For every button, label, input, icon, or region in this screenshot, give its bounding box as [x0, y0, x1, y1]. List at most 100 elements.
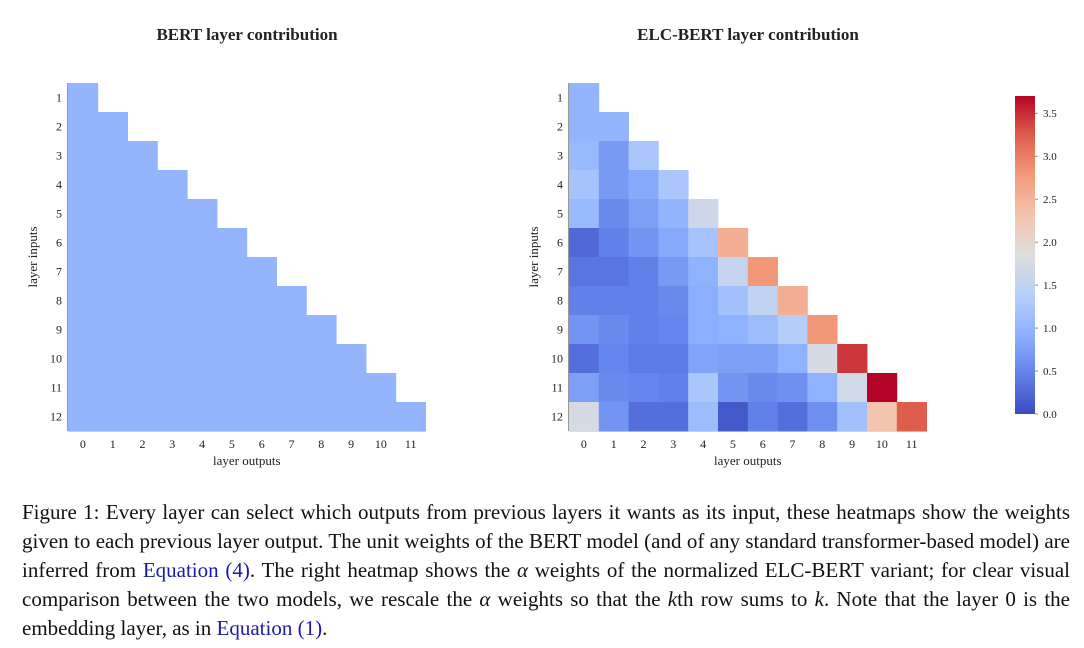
caption-text: . [322, 616, 328, 640]
heatmap-cell [628, 344, 659, 374]
heatmap-cell [777, 344, 808, 374]
heatmap-cell [187, 257, 218, 287]
heatmap-cell [569, 228, 600, 258]
colorbar-tick-label: 1.0 [1043, 323, 1057, 335]
heatmap-cell [217, 402, 248, 432]
y-tick-label: 9 [56, 323, 62, 337]
x-tick-label: 6 [259, 437, 265, 451]
heatmap-cell [598, 257, 629, 287]
y-tick-label: 10 [50, 352, 62, 366]
heatmap-cell [246, 257, 277, 287]
x-tick-label: 11 [405, 437, 417, 451]
heatmap-cell [747, 315, 778, 345]
heatmap-cell [127, 344, 158, 374]
heatmap-cell [628, 402, 659, 432]
alpha-symbol: α [516, 558, 528, 582]
heatmap-cell [187, 344, 218, 374]
caption-text: th row sums to [677, 587, 815, 611]
heatmap-cell [157, 402, 188, 432]
x-tick-label: 3 [670, 437, 676, 451]
heatmap-cell [306, 373, 337, 403]
heatmap-cell [97, 228, 128, 258]
heatmap-cell [807, 402, 838, 432]
heatmap-cell [628, 257, 659, 287]
heatmap-cell [777, 373, 808, 403]
heatmap-cell [837, 344, 868, 374]
y-tick-label: 3 [557, 149, 563, 163]
y-tick-label: 12 [50, 410, 62, 424]
heatmap-cell [276, 315, 307, 345]
heatmap-cell [658, 257, 689, 287]
heatmap-cell [68, 373, 99, 403]
heatmap-cell [97, 141, 128, 171]
heatmap-cell [569, 199, 600, 229]
heatmap-cell [68, 112, 99, 142]
y-tick-label: 5 [557, 207, 563, 221]
heatmap-cell [569, 83, 600, 113]
colorbar-bar [1015, 96, 1035, 414]
heatmap-cell [217, 228, 248, 258]
heatmap-cell [127, 199, 158, 229]
figure-caption: Figure 1: Every layer can select which o… [22, 498, 1070, 643]
colorbar-tick-label: 2.0 [1043, 237, 1057, 249]
heatmap-cell [97, 402, 128, 432]
heatmap-cell [658, 373, 689, 403]
heatmap-cell [187, 315, 218, 345]
x-tick-label: 8 [318, 437, 324, 451]
heatmap-cell [187, 286, 218, 316]
equation-4-link[interactable]: Equation (4) [142, 558, 250, 582]
heatmap-cell [598, 228, 629, 258]
heatmap-cell [747, 286, 778, 316]
heatmap-cell [276, 373, 307, 403]
y-tick-label: 10 [551, 352, 563, 366]
y-tick-label: 7 [557, 265, 563, 279]
heatmap-cell [598, 170, 629, 200]
x-tick-label: 10 [375, 437, 387, 451]
heatmap-cell [127, 315, 158, 345]
heatmap-cell [97, 344, 128, 374]
heatmap-cell [688, 257, 719, 287]
caption-text: weights of the normalized ELC-BERT varia… [22, 558, 1071, 611]
heatmap-cell [246, 344, 277, 374]
heatmap-cell [628, 170, 659, 200]
y-tick-label: 6 [56, 236, 62, 250]
heatmap-cell [68, 402, 99, 432]
heatmap-cell [217, 315, 248, 345]
heatmap-cell [688, 228, 719, 258]
heatmap-cell [68, 257, 99, 287]
y-axis-label: layer inputs [526, 226, 541, 287]
heatmap-cell [688, 199, 719, 229]
x-tick-label: 5 [730, 437, 736, 451]
heatmap-cell [807, 344, 838, 374]
heatmap-cell [157, 199, 188, 229]
x-tick-label: 4 [700, 437, 706, 451]
heatmap-cell [306, 344, 337, 374]
heatmap-cell [366, 373, 397, 403]
heatmap-cell [598, 402, 629, 432]
y-tick-label: 8 [557, 294, 563, 308]
y-tick-label: 2 [56, 120, 62, 134]
heatmap-cell [68, 315, 99, 345]
x-tick-label: 2 [641, 437, 647, 451]
heatmap-cell [157, 373, 188, 403]
heatmap-cell [747, 373, 778, 403]
heatmap-cell [217, 257, 248, 287]
heatmap-cell [127, 373, 158, 403]
heatmap-cell [246, 373, 277, 403]
heatmap-cell [747, 344, 778, 374]
heatmap-cell [246, 402, 277, 432]
heatmap-cell [395, 402, 426, 432]
x-axis-label: layer outputs [714, 453, 782, 468]
heatmap-cell [187, 228, 218, 258]
x-tick-label: 1 [110, 437, 116, 451]
heatmap-cell [747, 257, 778, 287]
heatmap-cell [628, 315, 659, 345]
heatmap-cell [246, 286, 277, 316]
heatmap-cell [569, 112, 600, 142]
heatmap-cell [777, 286, 808, 316]
y-tick-label: 5 [56, 207, 62, 221]
heatmap-cell [68, 83, 99, 113]
equation-1-link[interactable]: Equation (1) [216, 616, 323, 640]
